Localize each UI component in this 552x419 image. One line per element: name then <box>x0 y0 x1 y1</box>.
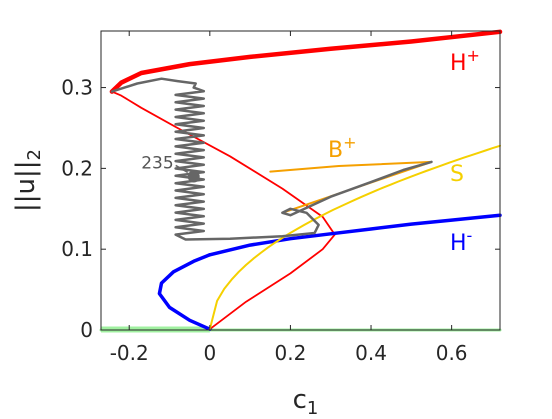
curves-layer <box>99 29 503 333</box>
labels-layer: 235 c1 ||u||2 H+ B+ S H- <box>11 46 480 419</box>
x-axis-label-sub: 1 <box>307 398 318 419</box>
b-plus-label-sup: + <box>343 133 356 152</box>
x-axis-label: c1 <box>293 385 319 419</box>
y-axis-label: ||u||2 <box>11 149 45 212</box>
ticks-layer: -0.2 0 0.2 0.4 0.6 0 0.1 0.2 0.3 <box>61 31 500 365</box>
point-235-marker <box>187 170 200 183</box>
h-plus-unstable-line <box>111 90 336 331</box>
plot-frame <box>100 30 501 331</box>
y-tick-label: 0 <box>80 318 93 342</box>
y-tick-label: 0.2 <box>61 156 93 180</box>
x-tick-label: -0.2 <box>110 341 149 365</box>
y-tick-label: 0.3 <box>61 76 93 100</box>
h-plus-stable-line <box>109 29 503 94</box>
h-plus-label: H+ <box>450 46 480 76</box>
y-tick-label: 0.1 <box>61 237 93 261</box>
b-plus-label: B+ <box>328 133 357 163</box>
s-branch-line <box>208 144 501 331</box>
x-tick-label: 0 <box>203 341 216 365</box>
point-235-label: 235 <box>141 153 173 173</box>
h-minus-stable-line <box>208 213 502 257</box>
x-tick-label: 0.6 <box>436 341 468 365</box>
s-label: S <box>450 162 464 187</box>
x-tick-label: 0.2 <box>275 341 307 365</box>
h-plus-label-sup: + <box>467 46 480 65</box>
x-tick-label: 0.4 <box>355 341 387 365</box>
point-235-leader <box>175 164 189 174</box>
h-minus-unstable-line <box>157 253 212 331</box>
h-minus-label-sup: - <box>467 226 473 245</box>
y-axis-label-sub: 2 <box>24 149 45 160</box>
h-minus-label: H- <box>450 226 472 256</box>
grey-branch-line <box>110 77 433 241</box>
